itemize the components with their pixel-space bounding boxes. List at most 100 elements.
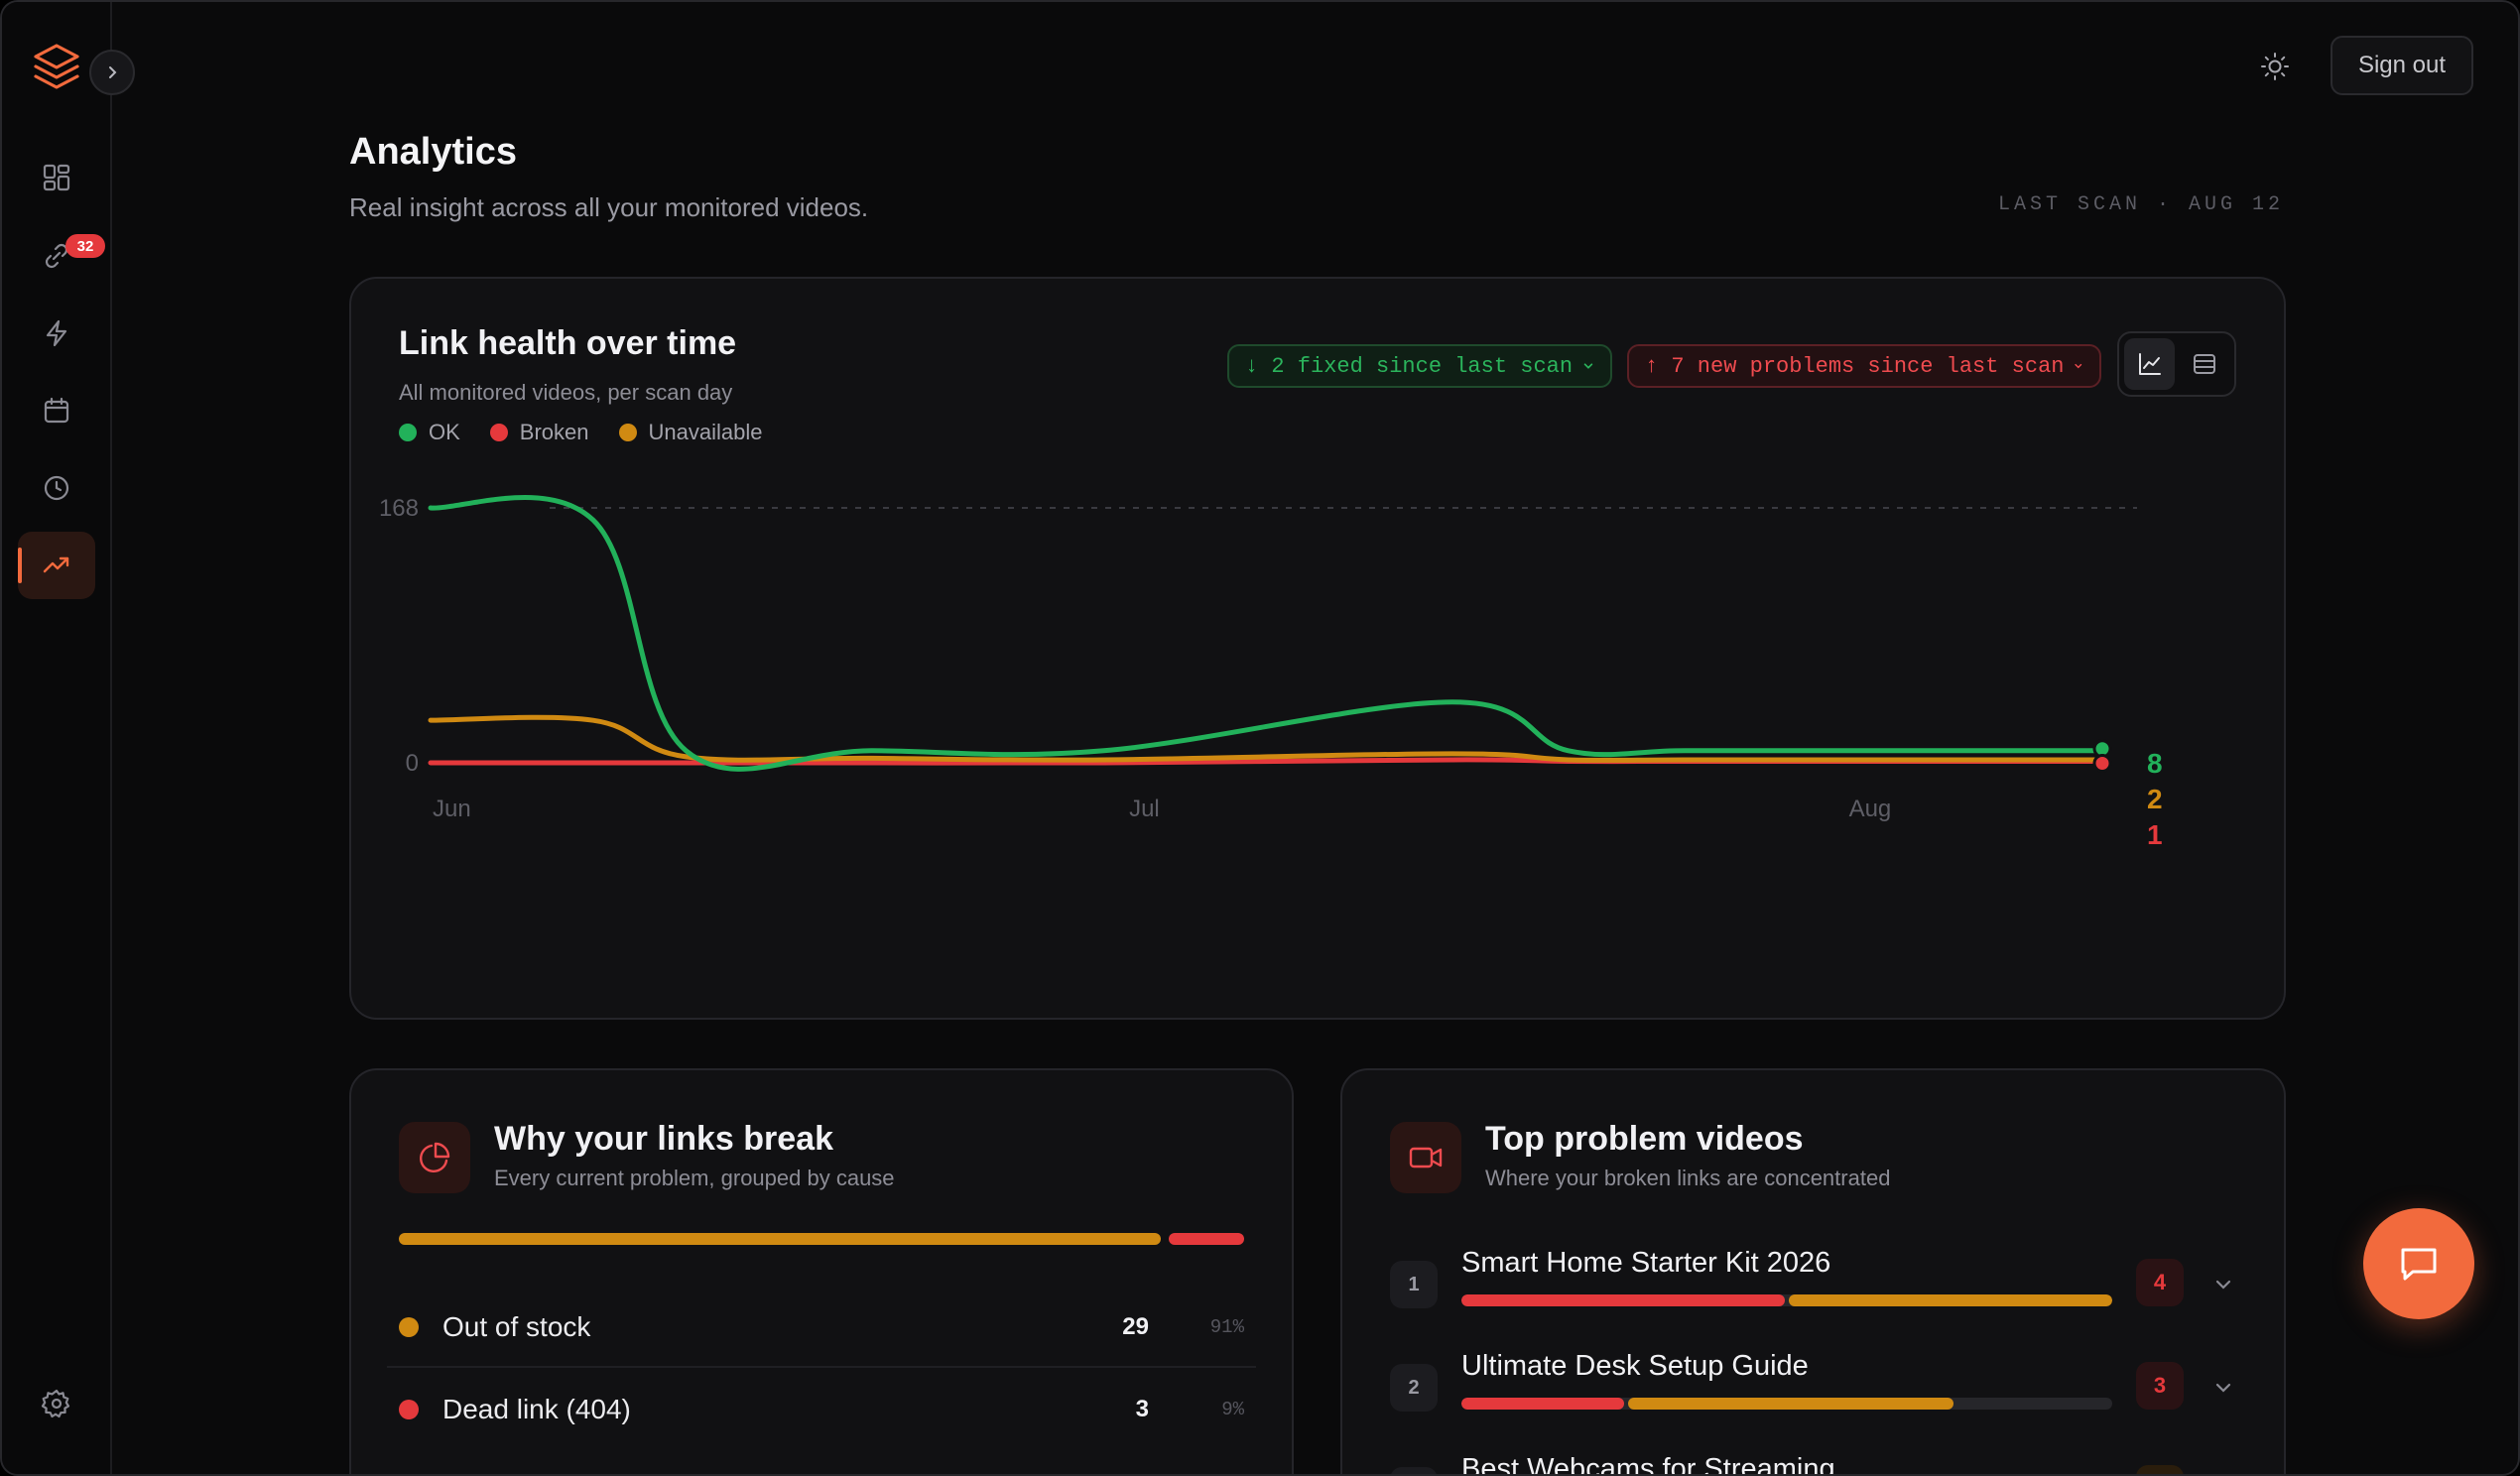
links-count-badge: 32 [65,234,105,258]
expand-video-button[interactable] [2207,1269,2239,1300]
table-icon [2193,354,2215,374]
fixed-since-last-scan-pill[interactable]: ↓ 2 fixed since last scan [1227,344,1612,388]
pie-chart-icon [419,1142,450,1173]
video-problem-count: 3 [2136,1362,2184,1410]
pie-chart-icon-tile [399,1122,470,1193]
end-value-label-broken: 1 [2147,819,2163,850]
video-problem-bar [1461,1398,2112,1410]
cause-count: 3 [1135,1396,1149,1422]
sidebar-item-calendar[interactable] [18,377,95,444]
legend-item-ok[interactable]: OK [399,420,460,445]
video-problem-bar [1461,1294,2112,1306]
series-line-unavailable [428,714,2105,763]
x-tick-label: Jul [1129,796,1160,822]
link-health-card: Link health over time All monitored vide… [349,277,2286,1020]
sidebar-item-automations[interactable] [18,300,95,367]
sidebar-item-dashboard[interactable] [18,144,95,211]
video-row[interactable]: 1 Smart Home Starter Kit 2026 4 [1390,1245,2239,1324]
cause-distribution-bar [399,1233,1244,1245]
cause-row-dead-link[interactable]: Dead link (404) 3 9% [387,1370,1256,1449]
video-problem-count: 3 [2136,1465,2184,1474]
video-rank: 3 [1390,1467,1438,1474]
clock-icon [44,475,69,501]
why-links-break-title: Why your links break [494,1120,833,1158]
cause-bar-segment [399,1233,1162,1245]
video-camera-icon [1409,1147,1443,1168]
cause-label: Out of stock [442,1311,591,1342]
chat-button[interactable] [2363,1208,2474,1319]
link-health-title: Link health over time [399,324,737,362]
broken-segment [1461,1294,1785,1306]
line-chart-icon [2138,353,2161,375]
video-rank: 1 [1390,1261,1438,1308]
sidebar: 32 [2,2,112,1474]
cause-dot [399,1400,419,1419]
calendar-icon [44,397,69,424]
y-tick-label: 168 [379,495,419,522]
theme-toggle-button[interactable] [2248,40,2302,93]
video-row[interactable]: 3 Best Webcams for Streaming 3 [1390,1451,2239,1476]
unavailable-segment [1789,1294,2112,1306]
chevron-down-icon [2215,1280,2231,1290]
dashboard-icon [43,164,70,191]
video-icon-tile [1390,1122,1461,1193]
page-subtitle: Real insight across all your monitored v… [349,192,869,222]
video-row[interactable]: 2 Ultimate Desk Setup Guide 3 [1390,1348,2239,1427]
video-title: Ultimate Desk Setup Guide [1461,1350,1809,1382]
broken-segment [1461,1398,1624,1410]
video-title: Best Webcams for Streaming [1461,1453,1835,1476]
legend-label-unavailable: Unavailable [648,420,763,444]
sidebar-item-links[interactable]: 32 [18,222,105,290]
chevron-right-icon [109,66,117,78]
series-line-ok [428,495,2105,772]
sign-out-button[interactable]: Sign out [2331,36,2473,95]
chart-legend: OK Broken Unavailable [399,420,762,445]
video-problem-count: 4 [2136,1259,2184,1306]
link-icon [45,243,68,269]
lightning-icon [46,319,67,347]
end-value-label-ok: 8 [2147,748,2163,779]
legend-item-unavailable[interactable]: Unavailable [618,420,763,445]
cause-count: 29 [1122,1313,1149,1340]
link-health-subtitle: All monitored videos, per scan day [399,380,733,405]
cause-row-out-of-stock[interactable]: Out of stock 29 91% [387,1289,1256,1368]
chat-icon [2401,1248,2437,1281]
legend-dot-broken [489,424,508,441]
chevron-down-icon [2215,1383,2231,1393]
why-links-break-subtitle: Every current problem, grouped by cause [494,1166,895,1190]
new-problems-pill[interactable]: ↑ 7 new problems since last scan [1627,344,2101,388]
cause-percent: 9% [1221,1399,1244,1420]
why-links-break-card: Why your links break Every current probl… [349,1068,1294,1474]
table-view-button[interactable] [2179,338,2229,390]
x-tick-label: Aug [1849,796,1892,822]
top-problem-videos-card: Top problem videos Where your broken lin… [1340,1068,2286,1476]
chevron-down-icon [1583,363,1593,369]
end-point-broken [2092,753,2112,773]
cause-label: Dead link (404) [442,1394,631,1424]
gear-icon [41,1389,70,1418]
top-problem-videos-title: Top problem videos [1485,1120,1804,1158]
sidebar-item-settings[interactable] [18,1370,95,1437]
legend-item-broken[interactable]: Broken [489,420,589,445]
sidebar-item-history[interactable] [18,454,95,522]
sidebar-item-analytics[interactable] [18,532,95,599]
legend-label-ok: OK [429,420,460,444]
legend-label-broken: Broken [519,420,589,444]
expand-video-button[interactable] [2207,1372,2239,1404]
chart-view-toggle [2117,331,2236,397]
video-rank: 2 [1390,1364,1438,1412]
line-chart-view-button[interactable] [2124,338,2175,390]
legend-dot-unavailable [618,424,637,441]
trending-up-icon [43,556,69,573]
link-health-chart: 168 0 Jun Jul Aug 8 2 1 [379,495,2163,850]
new-problems-pill-label: ↑ 7 new problems since last scan [1645,353,2065,379]
video-title: Smart Home Starter Kit 2026 [1461,1247,1831,1279]
x-tick-label: Jun [433,796,471,822]
fixed-pill-label: ↓ 2 fixed since last scan [1245,353,1574,379]
page-title: Analytics [349,131,517,173]
last-scan-label: LAST SCAN · AUG 12 [1997,193,2284,216]
cause-bar-segment [1169,1233,1244,1245]
sidebar-collapse-button[interactable] [89,50,135,95]
logo-layers-icon[interactable] [30,40,83,93]
unavailable-segment [1628,1398,1953,1410]
